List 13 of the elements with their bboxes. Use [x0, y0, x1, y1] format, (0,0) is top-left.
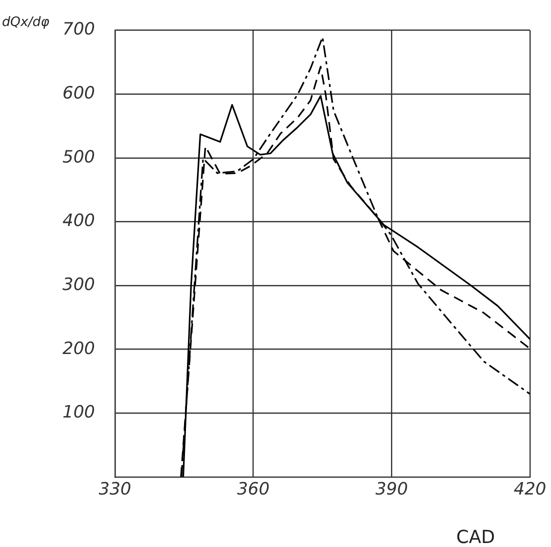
y-tick-label: 600	[62, 83, 95, 104]
y-tick-label: 100	[62, 402, 95, 423]
y-tick-label: 700	[62, 20, 95, 40]
x-tick-label: 330	[98, 480, 132, 500]
y-tick-label: 300	[62, 274, 95, 295]
x-tick-label: 390	[375, 480, 408, 500]
x-axis-title: CAD	[456, 527, 495, 547]
y-tick-label: 500	[62, 147, 95, 168]
y-tick-label: 200	[62, 338, 95, 359]
x-tick-label: 420	[514, 480, 546, 500]
y-axis-title: dQx/dφ	[2, 15, 50, 30]
y-tick-label: 400	[62, 211, 95, 232]
x-tick-label: 360	[237, 480, 270, 500]
